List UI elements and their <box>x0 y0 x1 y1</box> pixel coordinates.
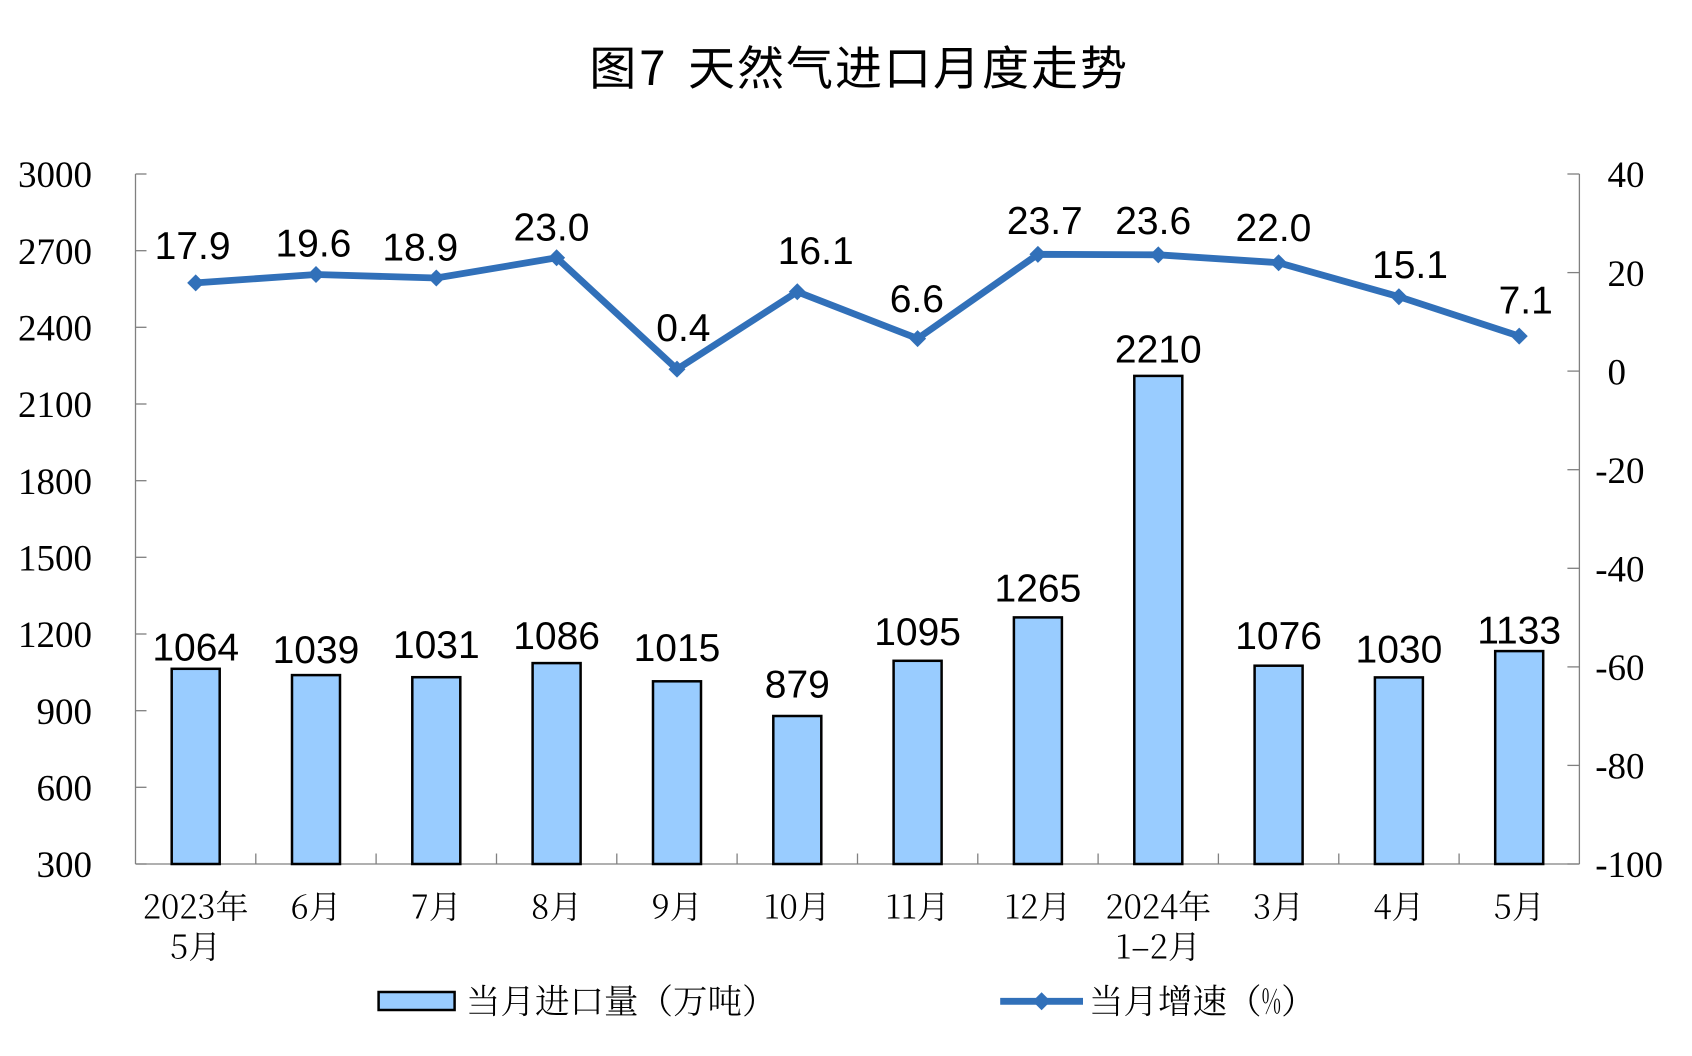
svg-text:22.0: 22.0 <box>1235 207 1311 250</box>
svg-text:20: 20 <box>1608 254 1645 295</box>
svg-text:1500: 1500 <box>18 539 92 580</box>
svg-text:3000: 3000 <box>18 155 92 196</box>
svg-text:-60: -60 <box>1595 648 1644 689</box>
svg-text:1030: 1030 <box>1356 629 1443 672</box>
svg-text:16.1: 16.1 <box>778 230 854 273</box>
svg-text:1800: 1800 <box>18 462 92 503</box>
svg-text:879: 879 <box>765 664 830 707</box>
svg-text:40: 40 <box>1608 155 1645 196</box>
svg-text:-40: -40 <box>1595 550 1644 591</box>
svg-text:1086: 1086 <box>513 615 600 658</box>
svg-text:2100: 2100 <box>18 385 92 426</box>
svg-text:1039: 1039 <box>273 629 360 672</box>
svg-text:1095: 1095 <box>874 611 961 654</box>
svg-text:23.6: 23.6 <box>1115 200 1191 243</box>
svg-text:0.4: 0.4 <box>656 307 710 350</box>
svg-text:18.9: 18.9 <box>382 227 458 270</box>
svg-text:-20: -20 <box>1595 451 1644 492</box>
svg-text:19.6: 19.6 <box>275 223 351 266</box>
svg-text:1076: 1076 <box>1235 615 1322 658</box>
svg-text:1133: 1133 <box>1477 609 1561 652</box>
svg-text:2210: 2210 <box>1115 329 1202 372</box>
svg-text:15.1: 15.1 <box>1372 244 1448 287</box>
svg-text:1200: 1200 <box>18 615 92 656</box>
svg-text:900: 900 <box>37 692 93 733</box>
svg-text:1064: 1064 <box>152 627 239 670</box>
svg-text:23.0: 23.0 <box>514 206 590 249</box>
svg-text:17.9: 17.9 <box>155 225 231 268</box>
svg-text:600: 600 <box>37 769 93 810</box>
svg-text:0: 0 <box>1608 352 1627 393</box>
svg-text:6.6: 6.6 <box>890 278 944 321</box>
svg-text:7.1: 7.1 <box>1499 280 1553 323</box>
svg-text:2700: 2700 <box>18 232 92 273</box>
svg-text:-80: -80 <box>1595 747 1644 788</box>
svg-text:1031: 1031 <box>393 624 480 667</box>
svg-text:1265: 1265 <box>995 568 1082 611</box>
svg-text:1015: 1015 <box>634 627 721 670</box>
svg-text:300: 300 <box>37 845 93 886</box>
svg-text:-100: -100 <box>1595 845 1663 886</box>
svg-text:23.7: 23.7 <box>1007 200 1083 243</box>
svg-text:2400: 2400 <box>18 309 92 350</box>
